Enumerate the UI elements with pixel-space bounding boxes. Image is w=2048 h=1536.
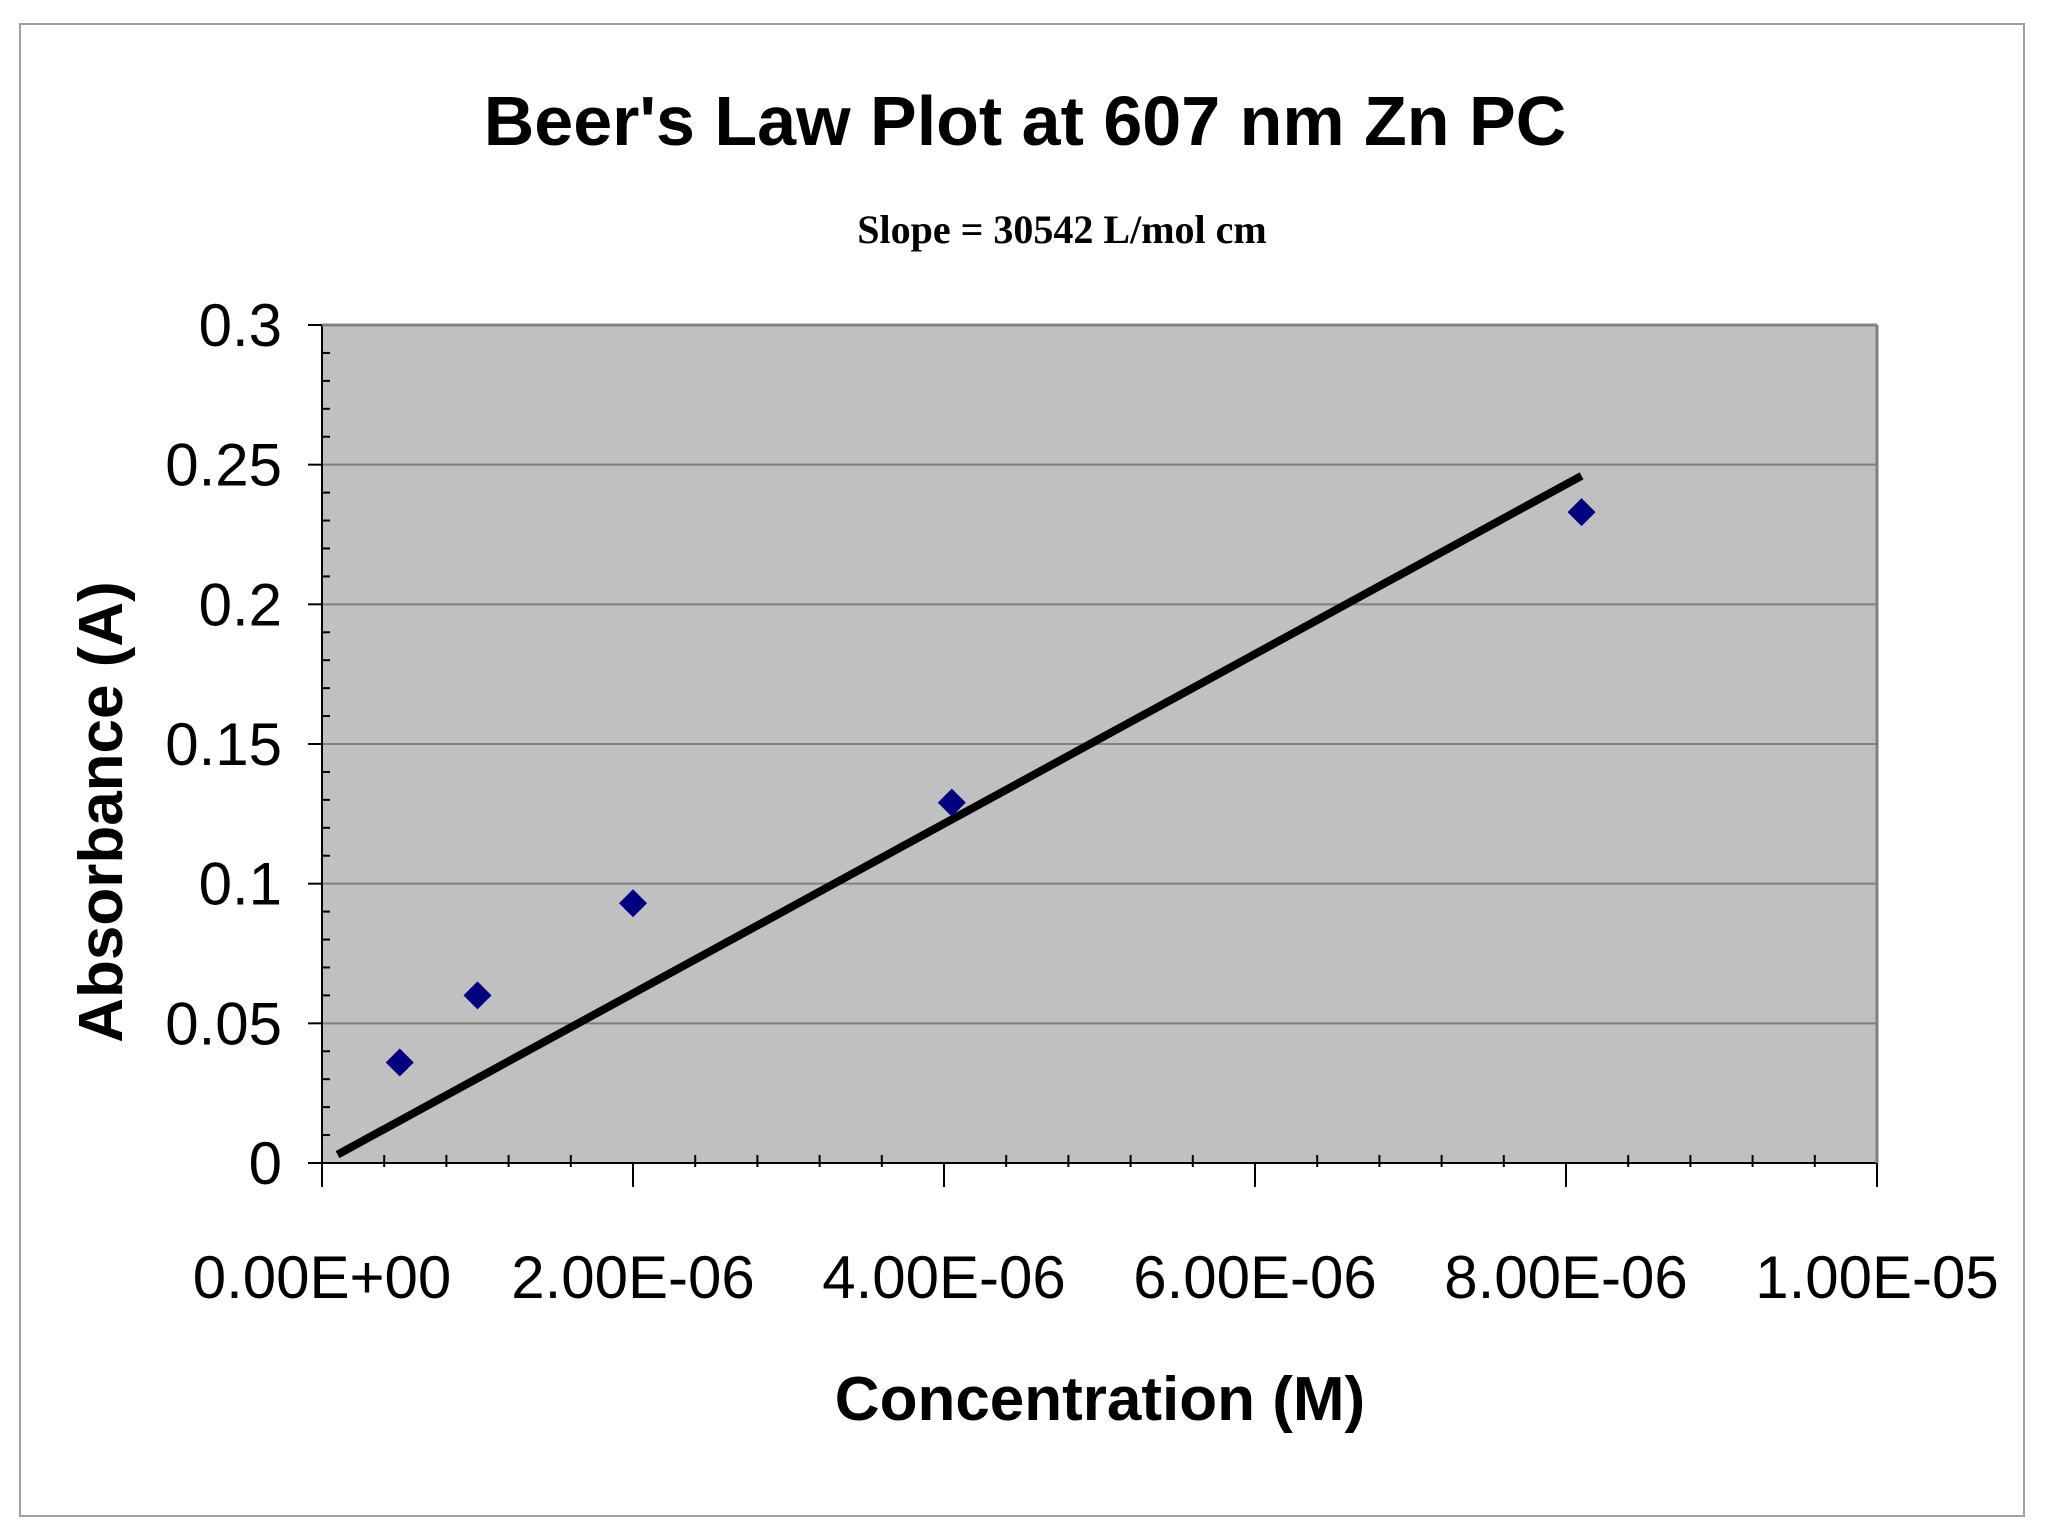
x-tick-label-1: 2.00E-06 — [511, 1244, 755, 1311]
y-tick-label-0: 0 — [249, 1130, 282, 1197]
trendline-group — [335, 472, 1584, 1159]
chart-title: Beer's Law Plot at 607 nm Zn PC — [484, 82, 1567, 160]
x-tick-label-0: 0.00E+00 — [193, 1244, 452, 1311]
y-axis-tick-labels: 0 0.05 0.1 0.15 0.2 0.25 0.3 — [165, 292, 282, 1197]
y-tick-label-6: 0.3 — [199, 292, 282, 359]
data-point-3 — [937, 788, 966, 817]
trendline — [335, 472, 1584, 1159]
x-tick-label-4: 8.00E-06 — [1444, 1244, 1688, 1311]
y-tick-label-3: 0.15 — [165, 711, 282, 778]
y-tick-label-4: 0.2 — [199, 571, 282, 638]
y-axis-ticks — [308, 324, 330, 1164]
data-point-0 — [385, 1048, 414, 1077]
data-points — [385, 498, 1596, 1077]
y-tick-label-2: 0.1 — [199, 851, 282, 918]
x-tick-label-2: 4.00E-06 — [822, 1244, 1066, 1311]
x-axis-ticks — [321, 1155, 1878, 1187]
y-tick-label-1: 0.05 — [165, 990, 282, 1057]
chart-subtitle: Slope = 30542 L/mol cm — [857, 207, 1266, 252]
x-tick-label-3: 6.00E-06 — [1133, 1244, 1377, 1311]
data-point-4 — [1567, 498, 1596, 527]
x-tick-label-5: 1.00E-05 — [1755, 1244, 1999, 1311]
data-point-2 — [619, 889, 647, 918]
y-tick-label-5: 0.25 — [165, 432, 282, 499]
y-axis-title: Absorbance (A) — [67, 581, 136, 1043]
data-point-1 — [463, 981, 492, 1010]
x-axis-tick-labels: 0.00E+00 2.00E-06 4.00E-06 6.00E-06 8.00E-06… — [193, 1244, 1999, 1311]
x-axis-title: Concentration (M) — [835, 1365, 1365, 1434]
